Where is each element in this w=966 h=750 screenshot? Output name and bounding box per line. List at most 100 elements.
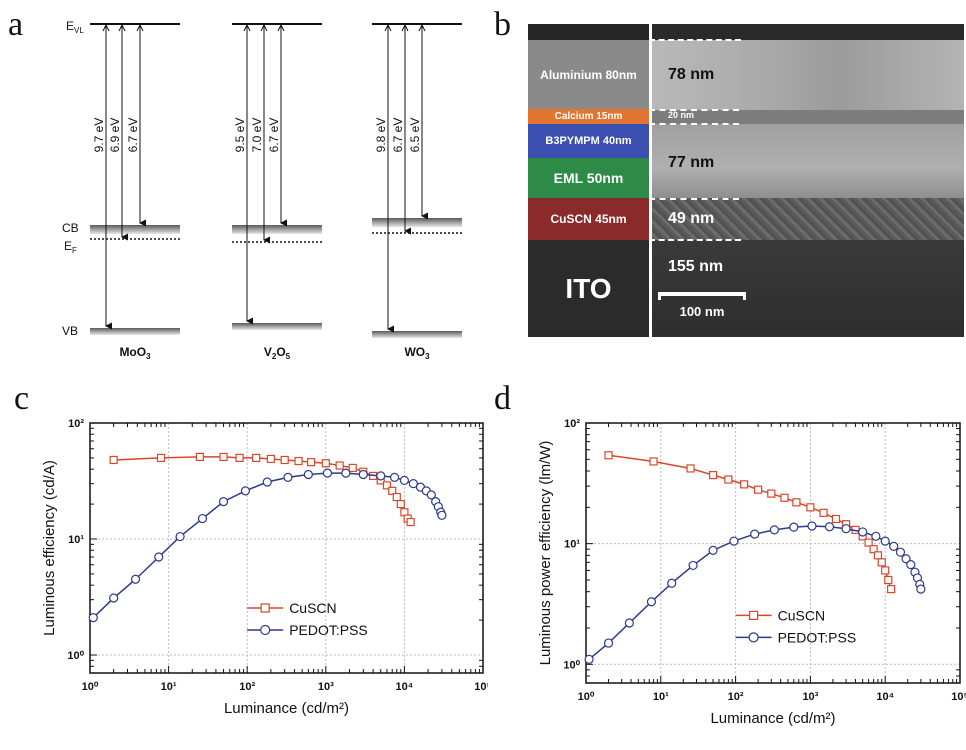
chart-c-frame	[89, 422, 484, 674]
energy-arrow-top-0-2	[136, 24, 141, 32]
energy-arrow-top2-2-0	[387, 24, 392, 32]
cb-band-0	[90, 225, 180, 234]
layer-aluminium: Aluminium 80nm	[528, 40, 649, 109]
panel-label-d: d	[494, 380, 511, 417]
image-divider	[649, 24, 652, 337]
chart-d-point-1-0	[584, 654, 594, 664]
vb-band-1	[232, 323, 322, 330]
panel-label-c: c	[14, 380, 30, 417]
chart-d-point-0-22	[887, 585, 896, 594]
measure-organic: 77 nm	[668, 154, 715, 171]
chart-d-xtick-label-4: 10⁴	[876, 691, 894, 703]
energy-arrow-top-1-2	[277, 24, 282, 32]
chart-d-point-1-13	[841, 524, 851, 534]
chart-d-point-1-15	[871, 531, 881, 541]
layer-eml: EML 50nm	[528, 158, 649, 198]
chart-d-point-1-3	[646, 597, 657, 607]
chart-c-point-0-17	[388, 486, 397, 495]
tem-cuscn-region	[652, 198, 964, 240]
chart-c-point-0-16	[382, 481, 392, 490]
chart-d-ytick-label-1: 10¹	[564, 539, 580, 551]
chart-c-point-0-9	[306, 458, 316, 467]
energy-label-0-1: 6.9 eV	[108, 118, 122, 153]
chart-c-point-0-6	[266, 454, 275, 464]
energy-arrow-top2-0-1	[121, 24, 126, 32]
measure-aluminium: 78 nm	[668, 66, 715, 83]
chart-c-xtick-label-3: 10³	[318, 681, 334, 693]
chart-c-xtick-label-4: 10⁴	[396, 681, 414, 693]
chart-d-point-1-19	[901, 554, 911, 564]
chart-d-y-axis-label: Luminous power efficiency (lm/W)	[537, 441, 554, 666]
energy-label-1-2: 6.7 eV	[267, 118, 281, 153]
chart-d-point-1-16	[880, 536, 890, 546]
chart-d-point-0-18	[873, 551, 883, 560]
chart-d-svg: 10⁰ 10¹ 10² 10³ 10⁴ 10⁵ 10⁰ 10¹ 10² Luminance (cd…	[537, 418, 966, 727]
chart-d-point-0-9	[792, 498, 801, 507]
tem-aluminium-region	[652, 40, 964, 110]
chart-d-point-0-16	[864, 538, 873, 547]
chart-d-point-1-4	[667, 578, 677, 588]
chart-c-point-1-8	[262, 477, 272, 487]
chart-d-ytick-label-0: 10⁰	[563, 659, 580, 671]
energy-arrow-top-2-1	[401, 24, 406, 32]
chart-c-point-1-6	[218, 497, 229, 507]
chart-c-plot-area	[90, 423, 483, 673]
chart-d-point-1-7	[729, 536, 739, 546]
ef-label: EF	[64, 239, 77, 255]
chart-c-point-1-17	[408, 479, 418, 489]
chart-c-y-axis-label: Luminous efficiency (cd/A)	[41, 460, 58, 636]
chart-d-point-0-11	[819, 508, 828, 517]
chart-d-xtick-label-5: 10⁵	[951, 691, 966, 703]
chart-c-point-1-12	[341, 468, 351, 478]
chart-d-ytick-label-2: 10²	[564, 418, 580, 430]
dash-cuscn-ito	[649, 239, 741, 241]
chart-d-point-0-17	[869, 545, 878, 554]
chart-d-point-1-8	[750, 529, 760, 539]
panel-label-b: b	[494, 6, 511, 43]
chart-c-legend-label-1: PEDOT:PSS	[289, 622, 368, 638]
chart-c-point-0-12	[348, 463, 357, 473]
chart-d-xtick-label-0: 10⁰	[578, 691, 595, 703]
chart-c-svg: 10⁰ 10¹ 10² 10³ 10⁴ 10⁵ 10⁰ 10¹ 10² Luminance (cd…	[41, 418, 492, 717]
chart-c-point-1-24	[437, 510, 447, 520]
chart-d-legend-label-1: PEDOT:PSS	[778, 629, 857, 645]
chart-c-point-1-14	[376, 471, 386, 481]
chart-c-point-1-3	[154, 552, 164, 562]
energy-label-0-2: 6.7 eV	[126, 118, 140, 153]
scale-bar-label: 100 nm	[679, 304, 725, 319]
panel-b-tem-cross-section: Aluminium 80nm Calcium 15nm B3PYMPM 40nm…	[528, 24, 964, 337]
measure-cuscn: 49 nm	[668, 210, 715, 227]
energy-arrow-top2-1-1	[263, 24, 268, 32]
energy-arrow-top2-2-2	[421, 24, 426, 32]
chart-c-point-1-2	[130, 574, 141, 584]
chart-d-point-0-19	[877, 558, 886, 567]
energy-arrow-top-1-0	[243, 24, 248, 32]
vb-label: VB	[62, 324, 78, 338]
tem-organic-region	[652, 124, 964, 198]
energy-label-1-1: 7.0 eV	[250, 118, 264, 153]
chart-c-xtick-label-2: 10²	[239, 681, 255, 693]
chart-d-point-0-6	[754, 485, 763, 494]
chart-d-frame	[585, 422, 961, 684]
chart-d-point-0-12	[831, 514, 841, 524]
band-diagram-svg: EVL CB EF VB 9.7 eV 6.9 eV 6.7 eV MoO3 9.5 e…	[62, 19, 462, 361]
chart-d-point-1-12	[824, 522, 835, 532]
chart-d-point-0-20	[881, 566, 890, 575]
chart-c-legend-label-0: CuSCN	[289, 600, 336, 616]
chart-d-point-1-11	[807, 521, 817, 531]
chart-c-x-axis-label: Luminance (cd/m²)	[224, 700, 349, 717]
chart-c-point-0-22	[406, 517, 415, 527]
chart-c-point-0-0	[109, 455, 118, 465]
chart-d-xtick-label-1: 10¹	[653, 691, 669, 703]
chart-c-xtick-label-5: 10⁵	[474, 681, 488, 693]
energy-arrow-top2-2-1	[404, 24, 409, 32]
chart-c-point-0-19	[396, 499, 405, 509]
chart-c-point-0-10	[321, 459, 330, 468]
chart-d-point-1-10	[789, 522, 799, 532]
chart-d-point-0-1	[649, 457, 658, 466]
energy-label-2-0: 9.8 eV	[374, 118, 388, 153]
chart-d-point-1-1	[603, 638, 614, 648]
measure-calcium: 20 nm	[668, 110, 695, 120]
vb-band-2	[372, 331, 462, 338]
chart-c-point-0-7	[280, 455, 289, 465]
